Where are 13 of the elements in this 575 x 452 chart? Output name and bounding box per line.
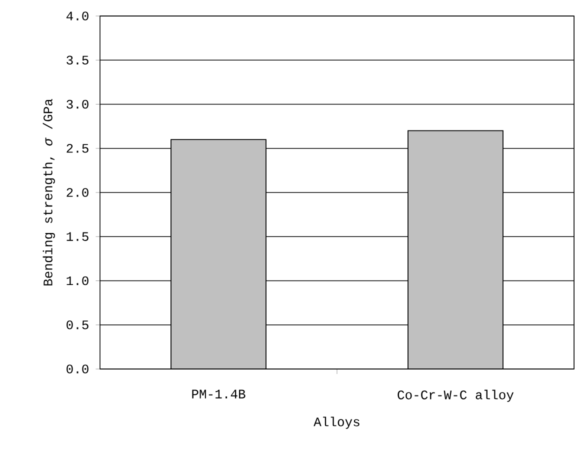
x-tick-label: PM-1.4B — [192, 390, 246, 398]
y-tick-label: 2.0 — [66, 188, 88, 197]
y-axis-title: Bending strength, σ /GPa — [42, 98, 55, 286]
y-tick-label: 1.0 — [66, 276, 88, 286]
x-axis-title: Alloys — [314, 416, 360, 429]
y-tick-label: 1.5 — [66, 232, 88, 241]
y-tick-label: 0.5 — [66, 320, 88, 330]
y-tick-label: 3.5 — [66, 56, 88, 65]
x-tick-label: Co-Cr-W-C alloy — [398, 390, 514, 402]
y-tick-label: 4.0 — [66, 12, 88, 20]
y-tick-label: 2.5 — [66, 144, 88, 153]
y-tick-label: 3.0 — [66, 100, 88, 109]
y-tick-label: 0.0 — [66, 364, 88, 374]
